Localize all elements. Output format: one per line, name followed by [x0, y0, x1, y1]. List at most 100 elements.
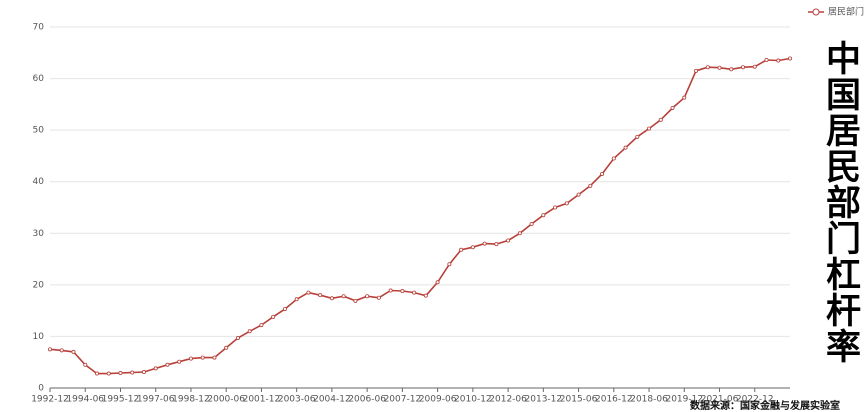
x-tick-label: 2009-06: [419, 395, 457, 405]
data-point: [353, 298, 358, 303]
x-tick-label: 2021-06: [701, 395, 739, 405]
data-point: [423, 293, 428, 298]
data-point: [200, 355, 205, 360]
data-point: [118, 371, 123, 376]
data-point: [306, 290, 311, 295]
data-point: [623, 145, 628, 150]
data-point: [247, 329, 252, 334]
x-tick-label: 2022-12: [736, 395, 774, 405]
x-tick-label: 2019-12: [665, 395, 703, 405]
data-point: [588, 183, 593, 188]
data-point: [717, 65, 722, 70]
x-tick-label: 1992-12: [31, 395, 69, 405]
data-point: [576, 192, 581, 197]
data-point: [106, 371, 111, 376]
x-tick-label: 2016-12: [595, 395, 633, 405]
data-point: [529, 222, 534, 227]
y-tick-label: 70: [33, 23, 45, 33]
x-tick-label: 2018-06: [630, 395, 668, 405]
data-point: [318, 293, 323, 298]
legend-marker: [812, 8, 820, 16]
data-point: [341, 294, 346, 299]
data-point: [635, 134, 640, 139]
y-tick-label: 20: [33, 280, 45, 290]
y-tick-label: 10: [33, 332, 45, 342]
data-point: [752, 64, 757, 69]
y-tick-label: 40: [33, 177, 45, 187]
data-point: [83, 362, 88, 367]
data-point: [235, 335, 240, 340]
data-point: [435, 280, 440, 285]
data-point: [682, 95, 687, 100]
data-point: [177, 359, 182, 364]
data-point: [224, 345, 229, 350]
data-point: [212, 355, 217, 360]
data-point: [447, 262, 452, 267]
data-point: [670, 105, 675, 110]
data-point: [482, 241, 487, 246]
y-tick-label: 0: [38, 384, 44, 394]
data-point: [271, 314, 276, 319]
data-point: [506, 238, 511, 243]
data-point: [647, 126, 652, 131]
x-tick-label: 2006-06: [348, 395, 386, 405]
data-point: [329, 296, 334, 301]
data-point: [517, 231, 522, 236]
data-point: [729, 67, 734, 72]
data-point: [165, 362, 170, 367]
chart-title: 中国居民部门杠杆率: [820, 40, 861, 364]
data-point: [259, 323, 264, 328]
data-point: [611, 156, 616, 161]
data-point: [130, 370, 135, 375]
data-point: [600, 171, 605, 176]
y-tick-label: 50: [33, 126, 45, 136]
x-tick-label: 1998-12: [172, 395, 210, 405]
data-point: [71, 349, 76, 354]
data-point: [470, 245, 475, 250]
data-point: [788, 56, 793, 61]
data-point: [658, 117, 663, 122]
source-note: 数据来源：国家金融与发展实验室: [690, 401, 840, 412]
data-point: [94, 371, 99, 376]
data-point: [294, 297, 299, 302]
data-point: [776, 58, 781, 63]
data-line: [49, 57, 791, 375]
x-tick-label: 2015-06: [560, 395, 598, 405]
data-point: [282, 307, 287, 312]
x-tick-label: 2000-06: [207, 395, 245, 405]
data-point: [376, 295, 381, 300]
data-point: [764, 58, 769, 63]
data-point: [188, 356, 193, 361]
data-point: [741, 65, 746, 70]
data-point: [553, 205, 558, 210]
y-tick-label: 30: [33, 229, 45, 239]
data-point: [494, 242, 499, 247]
data-point: [153, 366, 158, 371]
data-point: [388, 288, 393, 293]
data-point: [694, 68, 699, 73]
data-point: [564, 201, 569, 206]
data-point: [705, 65, 710, 70]
x-tick-label: 2010-12: [454, 395, 492, 405]
x-tick-label: 1994-06: [66, 395, 104, 405]
x-tick-label: 2007-12: [384, 395, 422, 405]
x-tick-label: 2012-06: [489, 395, 527, 405]
data-point: [459, 247, 464, 252]
data-point: [141, 370, 146, 375]
data-point: [365, 294, 370, 299]
y-tick-label: 60: [33, 74, 45, 84]
data-point: [59, 348, 64, 353]
data-point: [400, 289, 405, 294]
data-point: [412, 290, 417, 295]
x-tick-label: 1997-06: [137, 395, 175, 405]
legend-label: 居民部门: [828, 6, 864, 18]
data-point: [541, 213, 546, 218]
data-point: [48, 347, 53, 352]
x-tick-label: 2001-12: [243, 395, 281, 405]
x-tick-label: 2003-06: [278, 395, 316, 405]
x-tick-label: 2004-12: [313, 395, 351, 405]
x-tick-label: 2013-12: [525, 395, 563, 405]
x-tick-label: 1995-12: [102, 395, 140, 405]
